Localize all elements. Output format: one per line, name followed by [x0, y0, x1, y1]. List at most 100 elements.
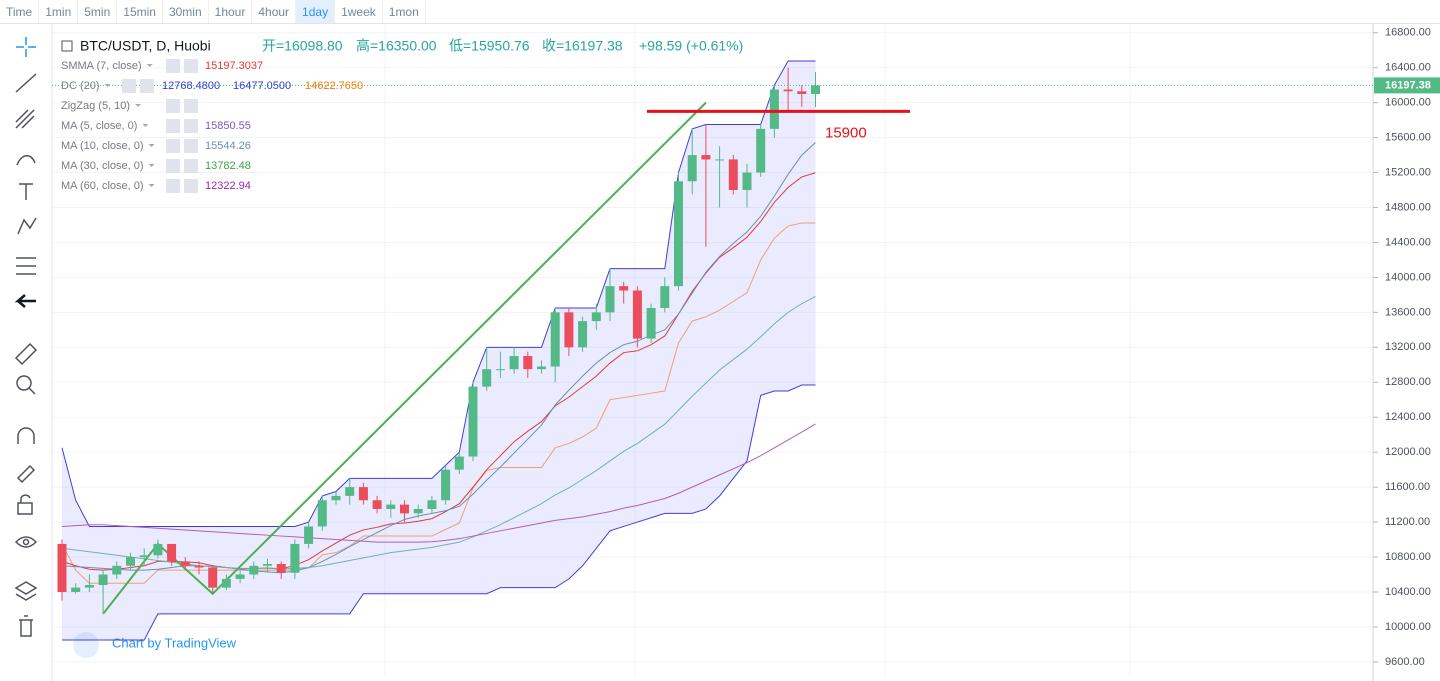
candle-body	[578, 321, 588, 348]
candle-body	[811, 85, 820, 95]
remove-button[interactable]	[184, 159, 198, 173]
y-tick-label: 11200.00	[1385, 516, 1430, 528]
y-tick-label: 10800.00	[1385, 551, 1431, 563]
candle-body	[304, 526, 314, 544]
indicator-value: 12322.94	[205, 180, 251, 192]
timeframe-button[interactable]: 1week	[335, 0, 383, 23]
candle-body	[194, 565, 204, 568]
y-tick-label: 14800.00	[1385, 201, 1431, 213]
y-tick-label: 10400.00	[1385, 586, 1431, 598]
vertical-grid	[384, 24, 1131, 675]
candle-body	[468, 386, 478, 457]
settings-button[interactable]	[166, 119, 180, 133]
candle-body	[632, 290, 642, 339]
timeframe-button[interactable]: 1min	[39, 0, 79, 23]
left-toolbar	[14, 24, 53, 681]
y-tick-label: 15200.00	[1385, 166, 1431, 178]
remove-button[interactable]	[184, 99, 198, 113]
candle-body	[605, 286, 615, 313]
level-label: 15900	[825, 124, 867, 141]
candle-body	[112, 565, 122, 575]
remove-button[interactable]	[184, 119, 198, 133]
y-tick-label: 15600.00	[1385, 132, 1431, 144]
candle-body	[482, 369, 492, 387]
timeframe-button[interactable]: 1day	[296, 0, 336, 23]
y-tick-label: 14000.00	[1385, 271, 1431, 283]
candle-body	[372, 500, 382, 509]
remove-button[interactable]	[184, 179, 198, 193]
candle-body	[235, 574, 245, 579]
settings-button[interactable]	[166, 59, 180, 73]
candle-body	[454, 456, 464, 470]
remove-button[interactable]	[140, 79, 154, 93]
candle-body	[715, 159, 725, 161]
candle-body	[509, 356, 519, 370]
settings-button[interactable]	[166, 139, 180, 153]
time-label: Time	[0, 0, 40, 23]
candle-body	[153, 543, 163, 556]
indicator-name: SMMA (7, close)	[61, 60, 142, 72]
timeframe-button[interactable]: 1hour	[209, 0, 253, 23]
indicator-value: 14622.7650	[305, 80, 363, 92]
timeframe-button[interactable]: 5min	[78, 0, 118, 23]
candle-body	[71, 587, 81, 592]
ohlc-value: 开=16098.80	[262, 38, 343, 54]
candle-body	[674, 181, 683, 287]
indicator-line	[61, 423, 816, 543]
candle-body	[290, 543, 300, 573]
candle-body	[769, 89, 779, 129]
timeframe-button[interactable]: 30min	[163, 0, 209, 23]
indicator-value: 16477.0500	[233, 80, 291, 92]
timeframe-button[interactable]: 4hour	[252, 0, 297, 23]
ohlc-value: 低=15950.76	[449, 38, 530, 54]
candle-body	[550, 312, 560, 367]
timeframe-button[interactable]: 1mon	[383, 0, 426, 23]
y-tick-label: 11600.00	[1385, 481, 1430, 493]
y-tick-label: 16400.00	[1385, 62, 1431, 74]
toolbar: Time 1min 5min 15min 30min 1hour 4hour 1day 1wee…	[0, 0, 1440, 24]
watermark: Chart by TradingView	[112, 635, 237, 650]
candle-body	[139, 555, 149, 558]
indicator-menu	[148, 184, 155, 187]
y-tick-label: 12000.00	[1385, 446, 1431, 458]
candle-body	[276, 564, 286, 573]
candle-body	[263, 564, 272, 566]
indicator-name: ZigZag (5, 10)	[61, 100, 130, 112]
settings-button[interactable]	[122, 79, 136, 93]
candle-body	[660, 286, 670, 308]
y-tick-label: 14400.00	[1385, 236, 1431, 248]
candle-body	[441, 469, 451, 501]
indicator-menu	[104, 84, 111, 87]
candle-body	[386, 504, 396, 509]
settings-button[interactable]	[166, 99, 180, 113]
timeframe-button[interactable]: 15min	[117, 0, 163, 23]
indicator-name: MA (5, close, 0)	[61, 120, 137, 132]
y-tick-label: 13600.00	[1385, 306, 1431, 318]
last-price-label: 16197.38	[1385, 79, 1431, 91]
remove-button[interactable]	[184, 139, 198, 153]
candle-body	[619, 286, 629, 291]
indicator-menu	[148, 164, 155, 167]
indicator-value: 12768.4800	[162, 80, 220, 92]
change-value: +98.59 (+0.61%)	[639, 38, 743, 54]
candle-body	[687, 155, 697, 182]
y-tick-label: 9600.00	[1385, 656, 1425, 668]
y-tick-label: 10000.00	[1385, 621, 1431, 633]
channel-fill	[62, 60, 816, 641]
remove-button[interactable]	[184, 59, 198, 73]
candle-body	[345, 487, 355, 496]
settings-button[interactable]	[166, 179, 180, 193]
candle-body	[331, 495, 341, 501]
indicator-menu	[142, 124, 149, 127]
candle-body	[358, 487, 368, 501]
candle-body	[317, 500, 327, 527]
indicator-menu	[148, 144, 155, 147]
candle-body	[84, 584, 94, 588]
candle-body	[495, 369, 505, 371]
indicator-menu	[135, 104, 142, 107]
settings-button[interactable]	[166, 159, 180, 173]
symbol-title: BTC/USDT, D, Huobi	[80, 38, 211, 54]
candle-body	[208, 567, 218, 588]
indicator-menu	[146, 64, 153, 67]
